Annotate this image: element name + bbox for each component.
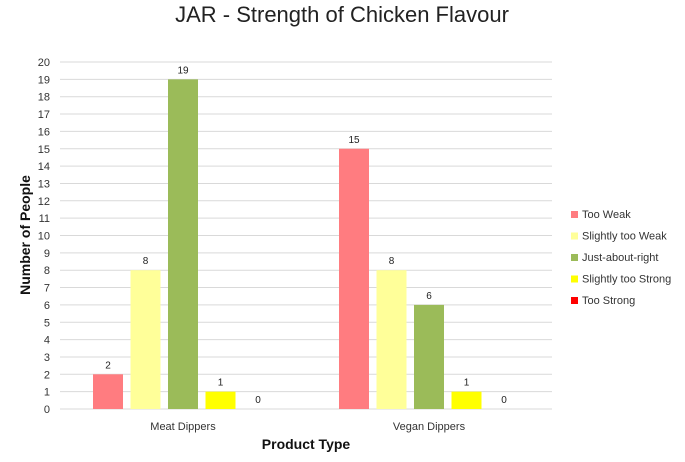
y-tick-label: 9 xyxy=(44,248,50,260)
bar xyxy=(205,391,236,409)
data-label: 0 xyxy=(255,395,261,406)
x-axis-title: Product Type xyxy=(262,436,351,452)
data-label: 8 xyxy=(143,256,149,267)
legend-swatch xyxy=(571,275,578,283)
x-tick-label: Meat Dippers xyxy=(150,421,216,433)
y-tick-label: 0 xyxy=(44,404,50,416)
y-tick-label: 2 xyxy=(44,369,50,381)
bar xyxy=(414,304,444,409)
y-tick-label: 8 xyxy=(44,265,50,277)
data-label: 2 xyxy=(105,360,111,371)
bar xyxy=(168,79,198,409)
legend-label: Slightly too Strong xyxy=(582,274,671,286)
data-labels: 2 8 19 1 0 15 8 6 1 0 xyxy=(105,65,507,406)
legend-label: Slightly too Weak xyxy=(582,231,667,243)
data-label: 1 xyxy=(218,378,224,389)
chart-title: JAR - Strength of Chicken Flavour xyxy=(175,2,509,27)
data-label: 0 xyxy=(501,395,507,406)
legend-swatch xyxy=(571,297,578,304)
data-label: 19 xyxy=(177,65,189,76)
bar xyxy=(339,148,369,409)
y-tick-label: 11 xyxy=(39,213,50,225)
y-tick-label: 18 xyxy=(38,92,50,104)
legend-swatch xyxy=(571,232,578,240)
y-tick-label: 7 xyxy=(44,283,50,295)
y-tick-label: 10 xyxy=(38,231,50,243)
bar xyxy=(451,391,482,409)
y-tick-label: 6 xyxy=(44,300,50,312)
legend-swatch xyxy=(571,254,578,261)
x-tick-labels: Meat Dippers Vegan Dippers xyxy=(150,421,465,433)
legend: Too Weak Slightly too Weak Just-about-righ… xyxy=(571,209,671,307)
legend-label: Too Weak xyxy=(582,209,631,221)
y-tick-label: 13 xyxy=(38,178,50,190)
data-label: 6 xyxy=(426,291,432,302)
data-label: 15 xyxy=(348,135,360,146)
bar xyxy=(376,270,407,409)
y-tick-label: 1 xyxy=(44,387,50,399)
data-label: 8 xyxy=(389,256,395,267)
bar xyxy=(93,374,123,409)
y-tick-label: 16 xyxy=(38,126,50,138)
legend-label: Just-about-right xyxy=(582,252,658,264)
y-tick-label: 4 xyxy=(44,335,50,347)
y-tick-label: 14 xyxy=(38,161,50,173)
y-axis-title: Number of People xyxy=(17,175,33,295)
y-tick-label: 19 xyxy=(38,74,50,86)
bar xyxy=(130,270,161,409)
y-tick-label: 5 xyxy=(44,317,50,329)
legend-swatch xyxy=(571,211,578,218)
y-tick-label: 17 xyxy=(38,109,50,121)
bars xyxy=(93,79,482,409)
legend-label: Too Strong xyxy=(582,295,635,307)
y-tick-label: 3 xyxy=(44,352,50,364)
data-label: 1 xyxy=(464,378,470,389)
y-tick-label: 12 xyxy=(38,196,50,208)
y-tick-label: 15 xyxy=(38,144,50,156)
y-tick-label: 20 xyxy=(38,57,50,69)
x-tick-label: Vegan Dippers xyxy=(393,421,466,433)
